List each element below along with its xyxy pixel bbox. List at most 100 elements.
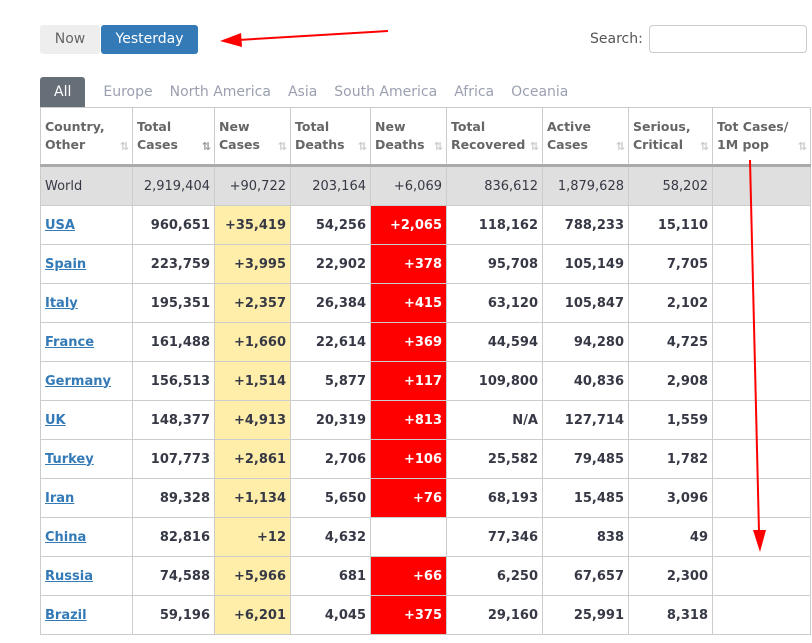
cell: 94,280 <box>542 322 629 362</box>
sort-icon[interactable]: ⇅ <box>433 140 443 153</box>
column-header[interactable]: Active Cases ⇅ <box>542 107 629 167</box>
country-link[interactable]: Russia <box>45 568 93 584</box>
cell: 2,102 <box>628 283 713 323</box>
column-header[interactable]: Total Deaths ⇅ <box>290 107 371 167</box>
column-header[interactable]: Country, Other ⇅ <box>40 107 133 167</box>
now-button[interactable]: Now <box>40 25 100 54</box>
arrow-head-icon <box>220 33 242 47</box>
yesterday-button[interactable]: Yesterday <box>101 25 198 54</box>
cell: 4,632 <box>290 517 371 557</box>
cell: 4,045 <box>290 595 371 635</box>
country-link[interactable]: China <box>45 529 87 545</box>
cell: 54,256 <box>290 205 371 245</box>
cell: 107,773 <box>132 439 215 479</box>
column-header[interactable]: Total Recovered ⇅ <box>446 107 543 167</box>
cell: 20,319 <box>290 400 371 440</box>
sort-icon[interactable]: ⇅ <box>357 140 367 153</box>
tab-north-america[interactable]: North America <box>169 84 271 100</box>
table-header: Country, Other ⇅ Total Cases ⇅ New Cases ⇅ Tot… <box>40 107 811 167</box>
search-label: Search: <box>590 31 643 47</box>
table-row: USA 960,651 +35,419 54,256 +2,065 118,162 788,… <box>40 205 811 245</box>
cell <box>712 244 811 284</box>
annotation-arrow-left <box>237 30 389 41</box>
cell: +1,134 <box>214 478 291 518</box>
column-label: Total Cases <box>137 119 178 152</box>
cell: +375 <box>370 595 447 635</box>
column-header[interactable]: Serious, Critical ⇅ <box>628 107 713 167</box>
cell: +76 <box>370 478 447 518</box>
column-label: New Deaths <box>375 119 425 152</box>
cell: 105,847 <box>542 283 629 323</box>
tab-africa[interactable]: Africa <box>454 84 495 100</box>
cell <box>712 361 811 401</box>
cell: 148,377 <box>132 400 215 440</box>
column-header[interactable]: New Cases ⇅ <box>214 107 291 167</box>
country-link[interactable]: Brazil <box>45 607 87 623</box>
cell <box>712 439 811 479</box>
cell: 29,160 <box>446 595 543 635</box>
cell: Italy <box>40 283 133 323</box>
tab-south-america[interactable]: South America <box>334 84 438 100</box>
search-input[interactable] <box>649 25 807 53</box>
column-label: Country, Other <box>45 119 105 152</box>
sort-icon[interactable]: ⇅ <box>119 140 129 153</box>
cell: +6,069 <box>370 165 447 206</box>
country-link[interactable]: France <box>45 334 95 350</box>
cell: Germany <box>40 361 133 401</box>
cell: 6,250 <box>446 556 543 596</box>
tab-oceania[interactable]: Oceania <box>511 84 569 100</box>
cell: 58,202 <box>628 165 713 206</box>
sort-icon[interactable]: ⇅ <box>615 140 625 153</box>
country-link[interactable]: USA <box>45 217 75 233</box>
country-link[interactable]: Iran <box>45 490 75 506</box>
cell: 44,594 <box>446 322 543 362</box>
cell: 67,657 <box>542 556 629 596</box>
country-link[interactable]: Italy <box>45 295 78 311</box>
country-link[interactable]: UK <box>45 412 66 428</box>
cell: 2,300 <box>628 556 713 596</box>
sort-icon[interactable]: ⇅ <box>797 140 807 153</box>
column-label: Tot Cases/ 1M pop <box>717 119 789 152</box>
cell: 5,650 <box>290 478 371 518</box>
column-header[interactable]: Total Cases ⇅ <box>132 107 215 167</box>
cell: 156,513 <box>132 361 215 401</box>
country-link[interactable]: Germany <box>45 373 111 389</box>
cell: 2,919,404 <box>132 165 215 206</box>
cell: 22,614 <box>290 322 371 362</box>
cell: 22,902 <box>290 244 371 284</box>
cell: 838 <box>542 517 629 557</box>
sort-icon[interactable]: ⇅ <box>201 140 211 153</box>
cell: 89,328 <box>132 478 215 518</box>
column-label: Total Recovered <box>451 119 526 152</box>
cell: +378 <box>370 244 447 284</box>
sort-icon[interactable]: ⇅ <box>529 140 539 153</box>
cell: World <box>40 165 133 206</box>
cell <box>712 517 811 557</box>
cell: +6,201 <box>214 595 291 635</box>
tab-europe[interactable]: Europe <box>103 84 153 100</box>
country-link[interactable]: Spain <box>45 256 87 272</box>
cell: 25,991 <box>542 595 629 635</box>
cell: 74,588 <box>132 556 215 596</box>
cell: +369 <box>370 322 447 362</box>
tab-asia[interactable]: Asia <box>287 84 318 100</box>
sort-icon[interactable]: ⇅ <box>277 140 287 153</box>
cell <box>712 478 811 518</box>
cell <box>712 165 811 206</box>
cell: 1,879,628 <box>542 165 629 206</box>
cell: 3,096 <box>628 478 713 518</box>
column-header[interactable]: Tot Cases/ 1M pop ⇅ <box>712 107 811 167</box>
cell: Turkey <box>40 439 133 479</box>
sort-icon[interactable]: ⇅ <box>699 140 709 153</box>
column-header[interactable]: New Deaths ⇅ <box>370 107 447 167</box>
cell: 77,346 <box>446 517 543 557</box>
cell: 25,582 <box>446 439 543 479</box>
cell <box>712 556 811 596</box>
tab-all[interactable]: All <box>40 77 86 107</box>
cell: +90,722 <box>214 165 291 206</box>
country-link[interactable]: Turkey <box>45 451 94 467</box>
cell: 7,705 <box>628 244 713 284</box>
table-row: Spain 223,759 +3,995 22,902 +378 95,708 105,14… <box>40 244 811 284</box>
cell: +66 <box>370 556 447 596</box>
cell <box>712 400 811 440</box>
